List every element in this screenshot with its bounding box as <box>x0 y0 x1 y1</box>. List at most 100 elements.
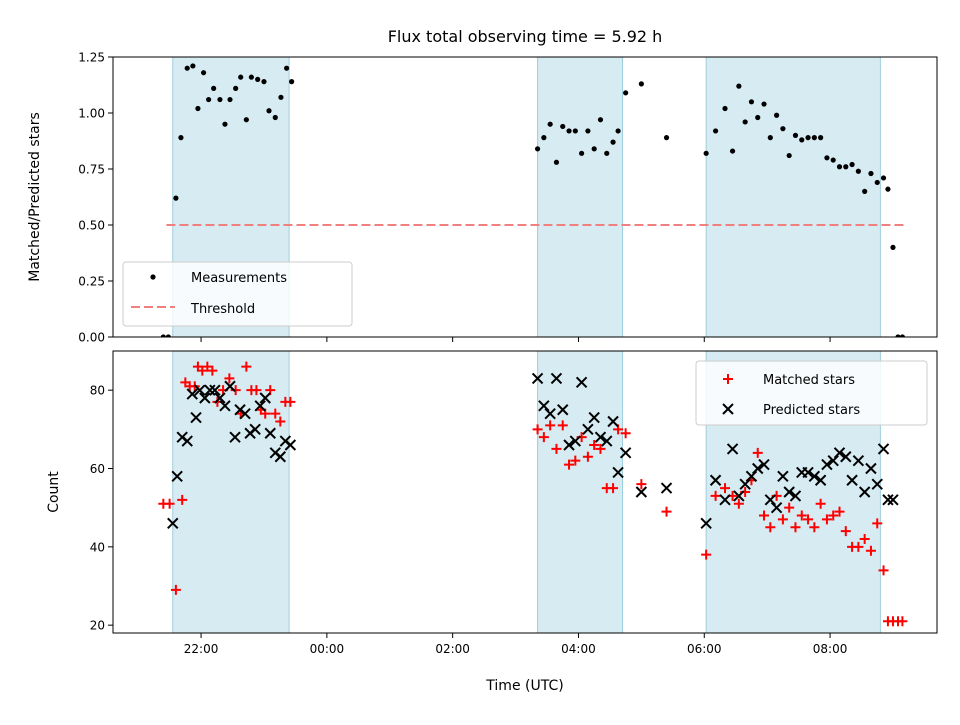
data-point <box>770 501 783 514</box>
data-point <box>275 416 286 427</box>
data-point <box>264 427 276 439</box>
legend-marker-predicted <box>722 403 734 415</box>
data-point <box>733 498 744 509</box>
data-point <box>186 388 198 400</box>
data-point <box>607 415 619 428</box>
top-y-axis-label: Matched/Predicted stars <box>27 112 43 282</box>
data-point <box>233 85 239 91</box>
data-point <box>610 139 616 145</box>
data-point <box>824 155 830 161</box>
data-point <box>588 411 600 424</box>
data-point <box>255 76 261 82</box>
legend-box <box>695 360 928 426</box>
data-point <box>582 423 594 436</box>
data-point <box>200 70 207 76</box>
data-point <box>261 79 267 85</box>
y-tick-label: 1.00 <box>78 107 105 121</box>
data-point <box>181 435 193 447</box>
data-point <box>238 74 244 80</box>
data-point <box>284 439 297 451</box>
data-point <box>777 470 789 483</box>
data-point <box>745 470 758 483</box>
data-point <box>190 411 202 424</box>
data-point <box>865 462 877 475</box>
data-point <box>619 447 632 459</box>
data-point <box>703 150 709 156</box>
data-point <box>243 117 249 123</box>
data-point <box>765 522 776 533</box>
data-point <box>585 128 591 134</box>
data-point <box>274 451 287 463</box>
data-point <box>195 105 201 112</box>
data-point <box>882 494 894 506</box>
data-point <box>660 482 673 494</box>
data-point <box>197 365 208 376</box>
legend-label-matched: Matched stars <box>763 373 855 388</box>
data-point <box>594 431 607 443</box>
data-point <box>591 146 597 152</box>
data-point <box>227 96 233 103</box>
y-tick-label: 40 <box>90 540 105 554</box>
data-point <box>582 451 593 462</box>
legend: Measurements Threshold <box>122 261 353 327</box>
data-point <box>796 510 807 521</box>
data-point <box>815 498 826 509</box>
legend-marker-measurements <box>150 274 156 280</box>
data-point <box>752 447 763 458</box>
data-point <box>545 420 556 431</box>
y-tick-label: 80 <box>90 384 105 398</box>
data-point <box>249 423 261 436</box>
data-point <box>764 494 777 506</box>
data-point <box>899 334 906 337</box>
data-point <box>846 474 858 486</box>
data-point <box>748 99 755 105</box>
data-point <box>803 514 814 525</box>
observing-window-band <box>537 351 623 633</box>
data-point <box>874 179 880 186</box>
data-point <box>736 83 742 89</box>
x-tick-label: 02:00 <box>435 642 470 656</box>
data-point <box>285 396 296 407</box>
x-tick-label: 06:00 <box>687 642 722 656</box>
data-point <box>541 135 547 141</box>
legend-label-measurements: Measurements <box>191 271 287 286</box>
data-point <box>786 152 792 159</box>
data-point <box>852 454 865 467</box>
data-point <box>865 545 876 556</box>
data-point <box>551 443 562 454</box>
data-point <box>171 470 183 483</box>
data-point <box>761 101 767 107</box>
data-point <box>828 510 839 521</box>
data-point <box>710 490 721 501</box>
y-tick-label: 0.25 <box>78 275 105 289</box>
data-point <box>814 474 827 486</box>
y-tick-label: 0.75 <box>78 163 105 177</box>
data-point <box>597 117 604 123</box>
legend-box <box>122 261 353 327</box>
data-point <box>563 439 575 451</box>
data-point <box>206 96 212 103</box>
data-point <box>167 517 179 530</box>
data-point <box>792 132 799 138</box>
data-point <box>164 498 175 509</box>
series-matched-stars <box>158 361 908 627</box>
y-tick-label: 60 <box>90 462 105 476</box>
y-tick-label: 0.50 <box>78 219 105 233</box>
y-tick-label: 20 <box>90 619 105 633</box>
data-point <box>809 522 820 533</box>
bottom-panel: 20 40 60 80 22:00 00:00 02:00 04:00 06:00 08:00 Ma… <box>90 350 938 656</box>
data-point <box>872 518 883 529</box>
data-point <box>827 454 839 467</box>
data-point <box>612 466 624 479</box>
data-point <box>604 150 610 156</box>
data-point <box>566 128 572 134</box>
legend-label-threshold: Threshold <box>190 302 255 317</box>
data-point <box>808 470 821 483</box>
data-point <box>538 400 550 412</box>
x-tick-label: 04:00 <box>561 642 596 656</box>
data-point <box>170 584 181 595</box>
series-measurements <box>160 63 906 337</box>
data-point <box>553 159 560 165</box>
data-point <box>877 443 890 455</box>
